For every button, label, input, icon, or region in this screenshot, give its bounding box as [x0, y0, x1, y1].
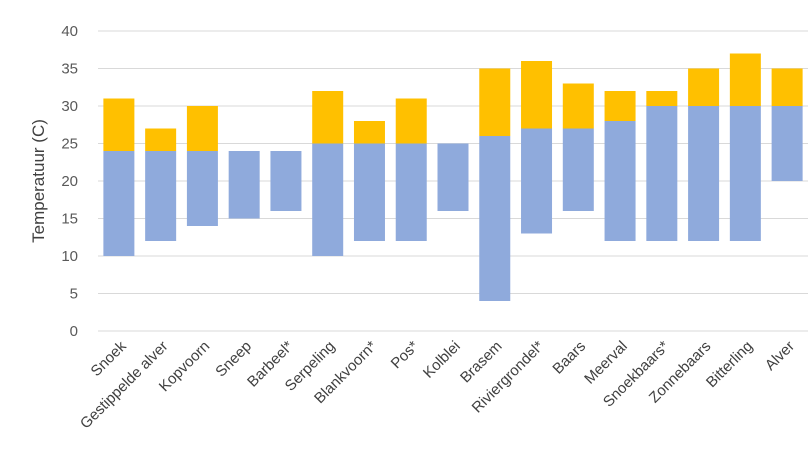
bar-segment — [604, 91, 636, 121]
bar-segment — [395, 143, 427, 241]
bar-segment — [145, 151, 177, 241]
bar-segment — [688, 68, 720, 106]
bar-segment — [145, 128, 177, 151]
bar-segment — [688, 106, 720, 241]
category-label: Alver — [762, 338, 798, 374]
bar-segment — [646, 91, 678, 106]
bar-segment — [103, 98, 135, 151]
y-axis-label: Temperatuur (C) — [29, 119, 48, 243]
bar-segment — [228, 151, 260, 219]
bar-segment — [729, 106, 761, 241]
y-tick-label: 25 — [61, 136, 78, 153]
bar-segment — [353, 121, 385, 144]
bar-segment — [479, 68, 511, 136]
bar-segment — [562, 83, 594, 129]
y-tick-label: 30 — [61, 98, 78, 115]
category-label: Bitterling — [703, 338, 756, 391]
bar-segment — [729, 53, 761, 106]
bar-segment — [604, 121, 636, 241]
y-tick-label: 10 — [61, 248, 78, 265]
y-tick-label: 40 — [61, 23, 78, 40]
category-label: Baars — [549, 338, 589, 378]
bar-segment — [270, 151, 302, 211]
bar-segment — [521, 61, 553, 129]
bar-segment — [646, 106, 678, 241]
bar-segment — [521, 128, 553, 234]
bar-segment — [186, 151, 218, 226]
y-tick-label: 0 — [70, 323, 78, 340]
bar-segment — [771, 68, 803, 106]
y-tick-label: 15 — [61, 211, 78, 228]
y-tick-label: 35 — [61, 61, 78, 78]
category-label: Pos* — [388, 338, 423, 373]
bar-segment — [437, 143, 469, 211]
bar-segment — [395, 98, 427, 144]
bar-segment — [562, 128, 594, 211]
y-tick-labels: 0 5 10 15 20 25 30 35 40 — [61, 23, 78, 340]
bar-segment — [353, 143, 385, 241]
y-tick-label: 5 — [70, 286, 78, 303]
bars — [103, 53, 803, 301]
bar-segment — [479, 136, 511, 301]
bar-segment — [103, 151, 135, 256]
bar-segment — [771, 106, 803, 181]
y-tick-label: 20 — [61, 173, 78, 190]
bar-segment — [186, 106, 218, 151]
bar-segment — [312, 143, 344, 256]
bar-segment — [312, 91, 344, 144]
